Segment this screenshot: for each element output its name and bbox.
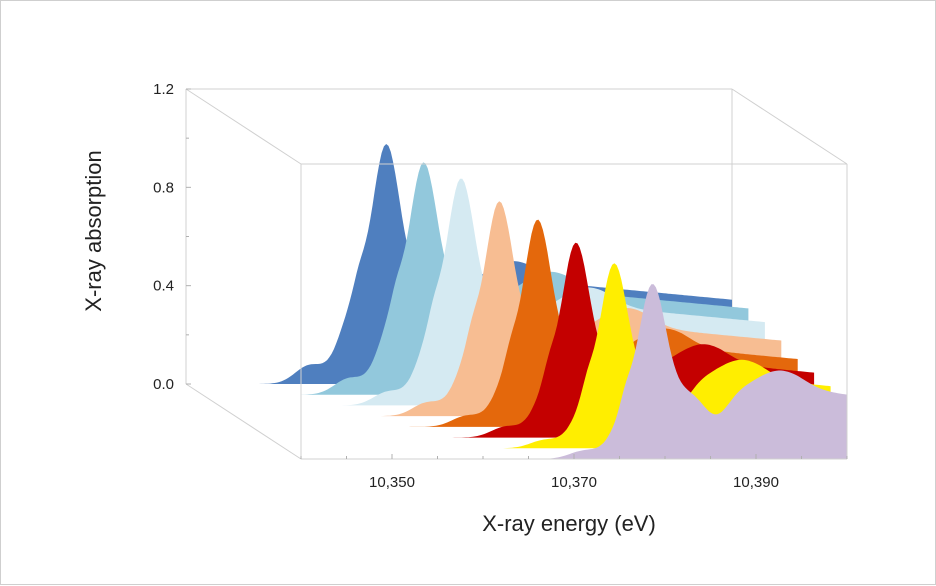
x-tick-label: 10,350 (369, 474, 415, 491)
box-bottom-left-depth (185, 383, 302, 460)
y-tick-label: 0.8 (153, 179, 174, 196)
x-axis: 10,350 10,370 10,390 (300, 454, 848, 491)
y-tick-label: 0.4 (153, 278, 174, 295)
y-tick-label: 0.0 (153, 376, 174, 393)
x-axis-title: X-ray energy (eV) (482, 511, 656, 536)
box-top-left-depth (185, 88, 302, 165)
x-tick-label: 10,390 (733, 474, 779, 491)
series-area-8 (301, 284, 847, 459)
y-tick-label: 1.2 (153, 81, 174, 98)
y-axis-title: X-ray absorption (81, 150, 106, 311)
x-tick-label: 10,370 (551, 474, 597, 491)
series-layer (186, 144, 847, 459)
box-top-right-depth (731, 88, 848, 165)
y-axis: 0.0 0.4 0.8 1.2 (153, 81, 191, 393)
